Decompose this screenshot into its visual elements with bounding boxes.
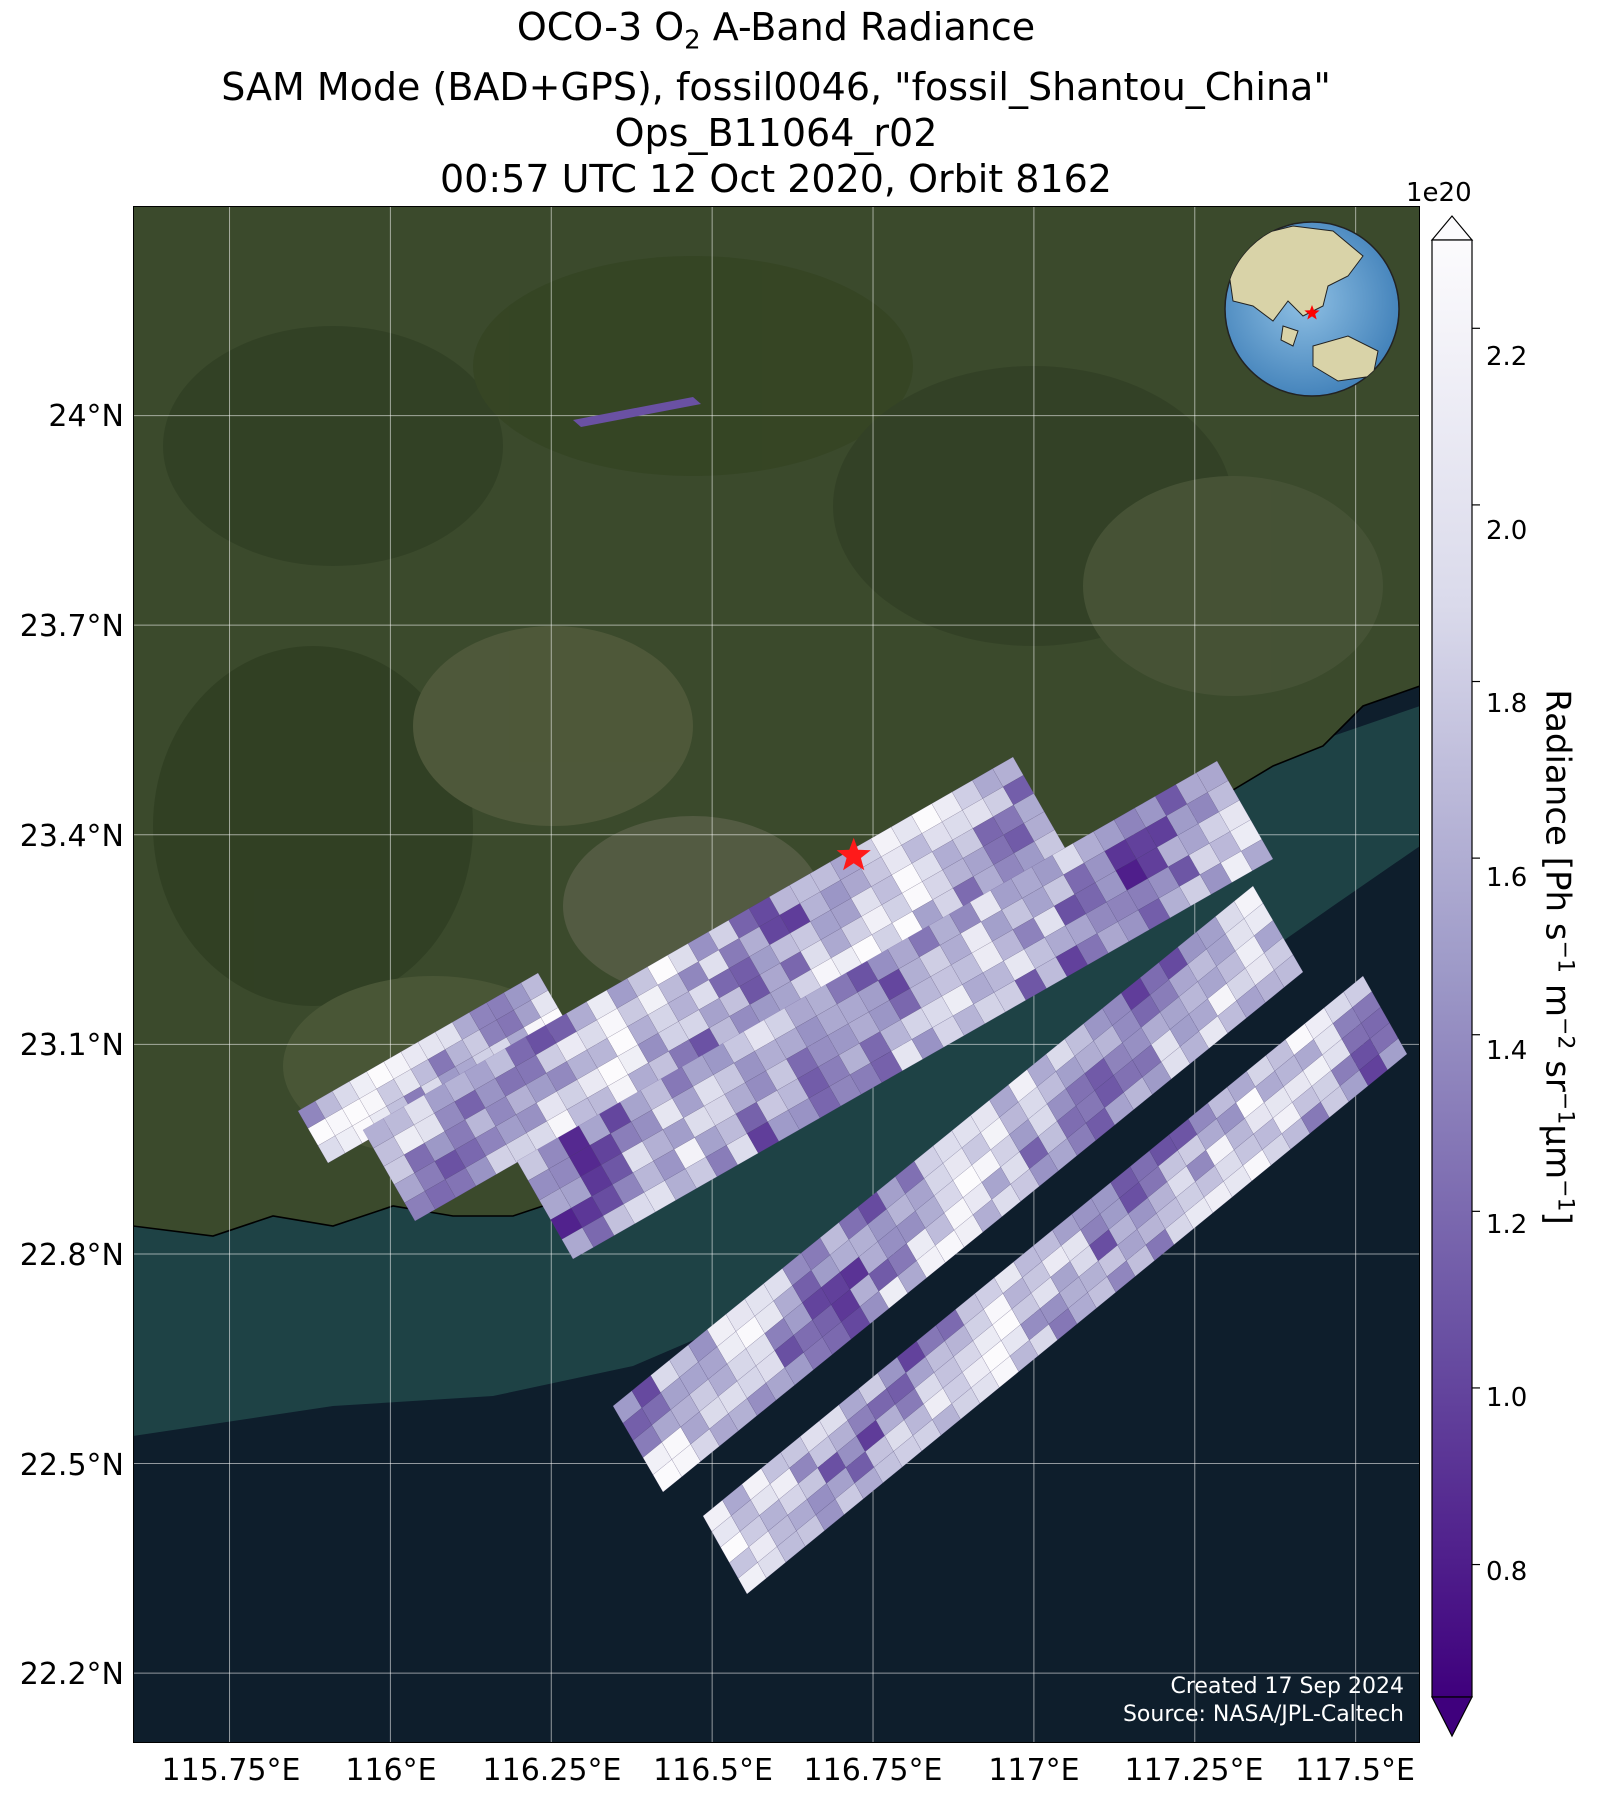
map-canvas[interactable] (133, 206, 1420, 1743)
lat-label-23-7: 23.7°N (19, 609, 124, 644)
credits: Created 17 Sep 2024 Source: NASA/JPL-Cal… (1123, 1673, 1404, 1729)
lat-label-23-4: 23.4°N (19, 819, 124, 854)
title-line-2: SAM Mode (BAD+GPS), fossil0046, "fossil_… (221, 64, 1331, 109)
lon-label-117-5: 117.5°E (1295, 1753, 1415, 1788)
title-line-1: OCO-3 O2 A-Band Radiance (516, 5, 1036, 56)
lon-label-116-25: 116.25°E (482, 1753, 622, 1788)
colorbar-gradient (1431, 239, 1473, 1698)
radiance-pixel (1273, 954, 1304, 988)
lon-label-117-25: 117.25°E (1124, 1753, 1264, 1788)
lat-label-22-8: 22.8°N (19, 1238, 124, 1273)
colorbar-extend-max (1430, 215, 1474, 241)
terrain-texture (153, 256, 1383, 1156)
lat-label-22-5: 22.5°N (19, 1448, 124, 1483)
colorbar-tick-2-2: 2.2 (1486, 342, 1528, 372)
lon-label-116-75: 116.75°E (803, 1753, 943, 1788)
globe-target-star (1304, 305, 1320, 320)
radiance-pixel (1240, 839, 1274, 872)
lon-label-116-5: 116.5°E (653, 1753, 773, 1788)
lat-label-22-2: 22.2°N (19, 1657, 124, 1692)
colorbar-tick-2-0: 2.0 (1486, 516, 1528, 546)
radiance-swaths (297, 397, 1408, 1595)
title-line-3: Ops_B11064_r02 (614, 110, 938, 155)
lon-label-116: 116°E (345, 1753, 437, 1788)
created-date: Created 17 Sep 2024 (1170, 1674, 1405, 1699)
lat-label-23-1: 23.1°N (19, 1028, 124, 1063)
colorbar-tick-1-2: 1.2 (1486, 1210, 1528, 1240)
inset-globe (1224, 221, 1400, 397)
colorbar-tick-0-8: 0.8 (1486, 1557, 1528, 1587)
colorbar (1430, 215, 1480, 1738)
colorbar-label: Radiance [Ph s−1 m−2 sr−1μm−1] (1537, 689, 1578, 1225)
lon-label-115-75: 115.75°E (161, 1753, 301, 1788)
lon-label-117: 117°E (988, 1753, 1080, 1788)
colorbar-ticks (1472, 327, 1480, 1566)
source-credit: Source: NASA/JPL-Caltech (1122, 1702, 1404, 1727)
colorbar-tick-1-6: 1.6 (1486, 863, 1528, 893)
colorbar-tick-1-0: 1.0 (1486, 1383, 1528, 1413)
radiance-pixel (1378, 1038, 1408, 1071)
lat-label-24: 24°N (48, 399, 124, 434)
target-star-icon[interactable] (836, 837, 871, 871)
colorbar-exponent: 1e20 (1406, 178, 1472, 208)
chart-title: OCO-3 O2 A-Band Radiance SAM Mode (BAD+G… (0, 4, 1552, 202)
colorbar-extend-min (1431, 1696, 1473, 1738)
colorbar-tick-1-4: 1.4 (1486, 1036, 1528, 1066)
radiance-patch (573, 397, 701, 427)
map-panel[interactable]: Created 17 Sep 2024 Source: NASA/JPL-Cal… (133, 206, 1420, 1743)
colorbar-tick-1-8: 1.8 (1486, 689, 1528, 719)
title-line-4: 00:57 UTC 12 Oct 2020, Orbit 8162 (440, 156, 1112, 201)
